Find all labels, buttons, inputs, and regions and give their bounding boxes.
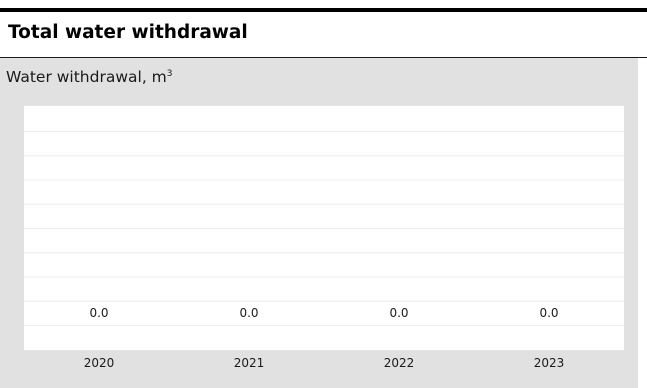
chart-svg: 0.0 0.0 0.0 0.0 2020 2021 2022 2023: [24, 131, 624, 370]
top-rule: [0, 8, 647, 12]
y-axis-label-superscript: 3: [166, 69, 173, 79]
data-label-2022: 0.0: [389, 306, 408, 320]
y-axis-label: Water withdrawal, m3: [6, 63, 173, 88]
category-labels: 2020 2021 2022 2023: [84, 356, 565, 370]
data-label-2021: 0.0: [239, 306, 258, 320]
data-label-2020: 0.0: [89, 306, 108, 320]
chart-panel: Water withdrawal, m3 0.0 0.0 0.0 0.0 2020 20…: [0, 58, 638, 388]
chart-title: Total water withdrawal: [8, 22, 248, 43]
category-label-2020: 2020: [84, 356, 115, 370]
y-axis-label-text: Water withdrawal, m: [6, 68, 167, 86]
data-label-2023: 0.0: [539, 306, 558, 320]
category-label-2022: 2022: [384, 356, 415, 370]
data-labels: 0.0 0.0 0.0 0.0: [89, 306, 558, 320]
category-label-2023: 2023: [534, 356, 565, 370]
category-label-2021: 2021: [234, 356, 265, 370]
title-divider: [0, 57, 647, 58]
gridlines: [24, 131, 624, 326]
